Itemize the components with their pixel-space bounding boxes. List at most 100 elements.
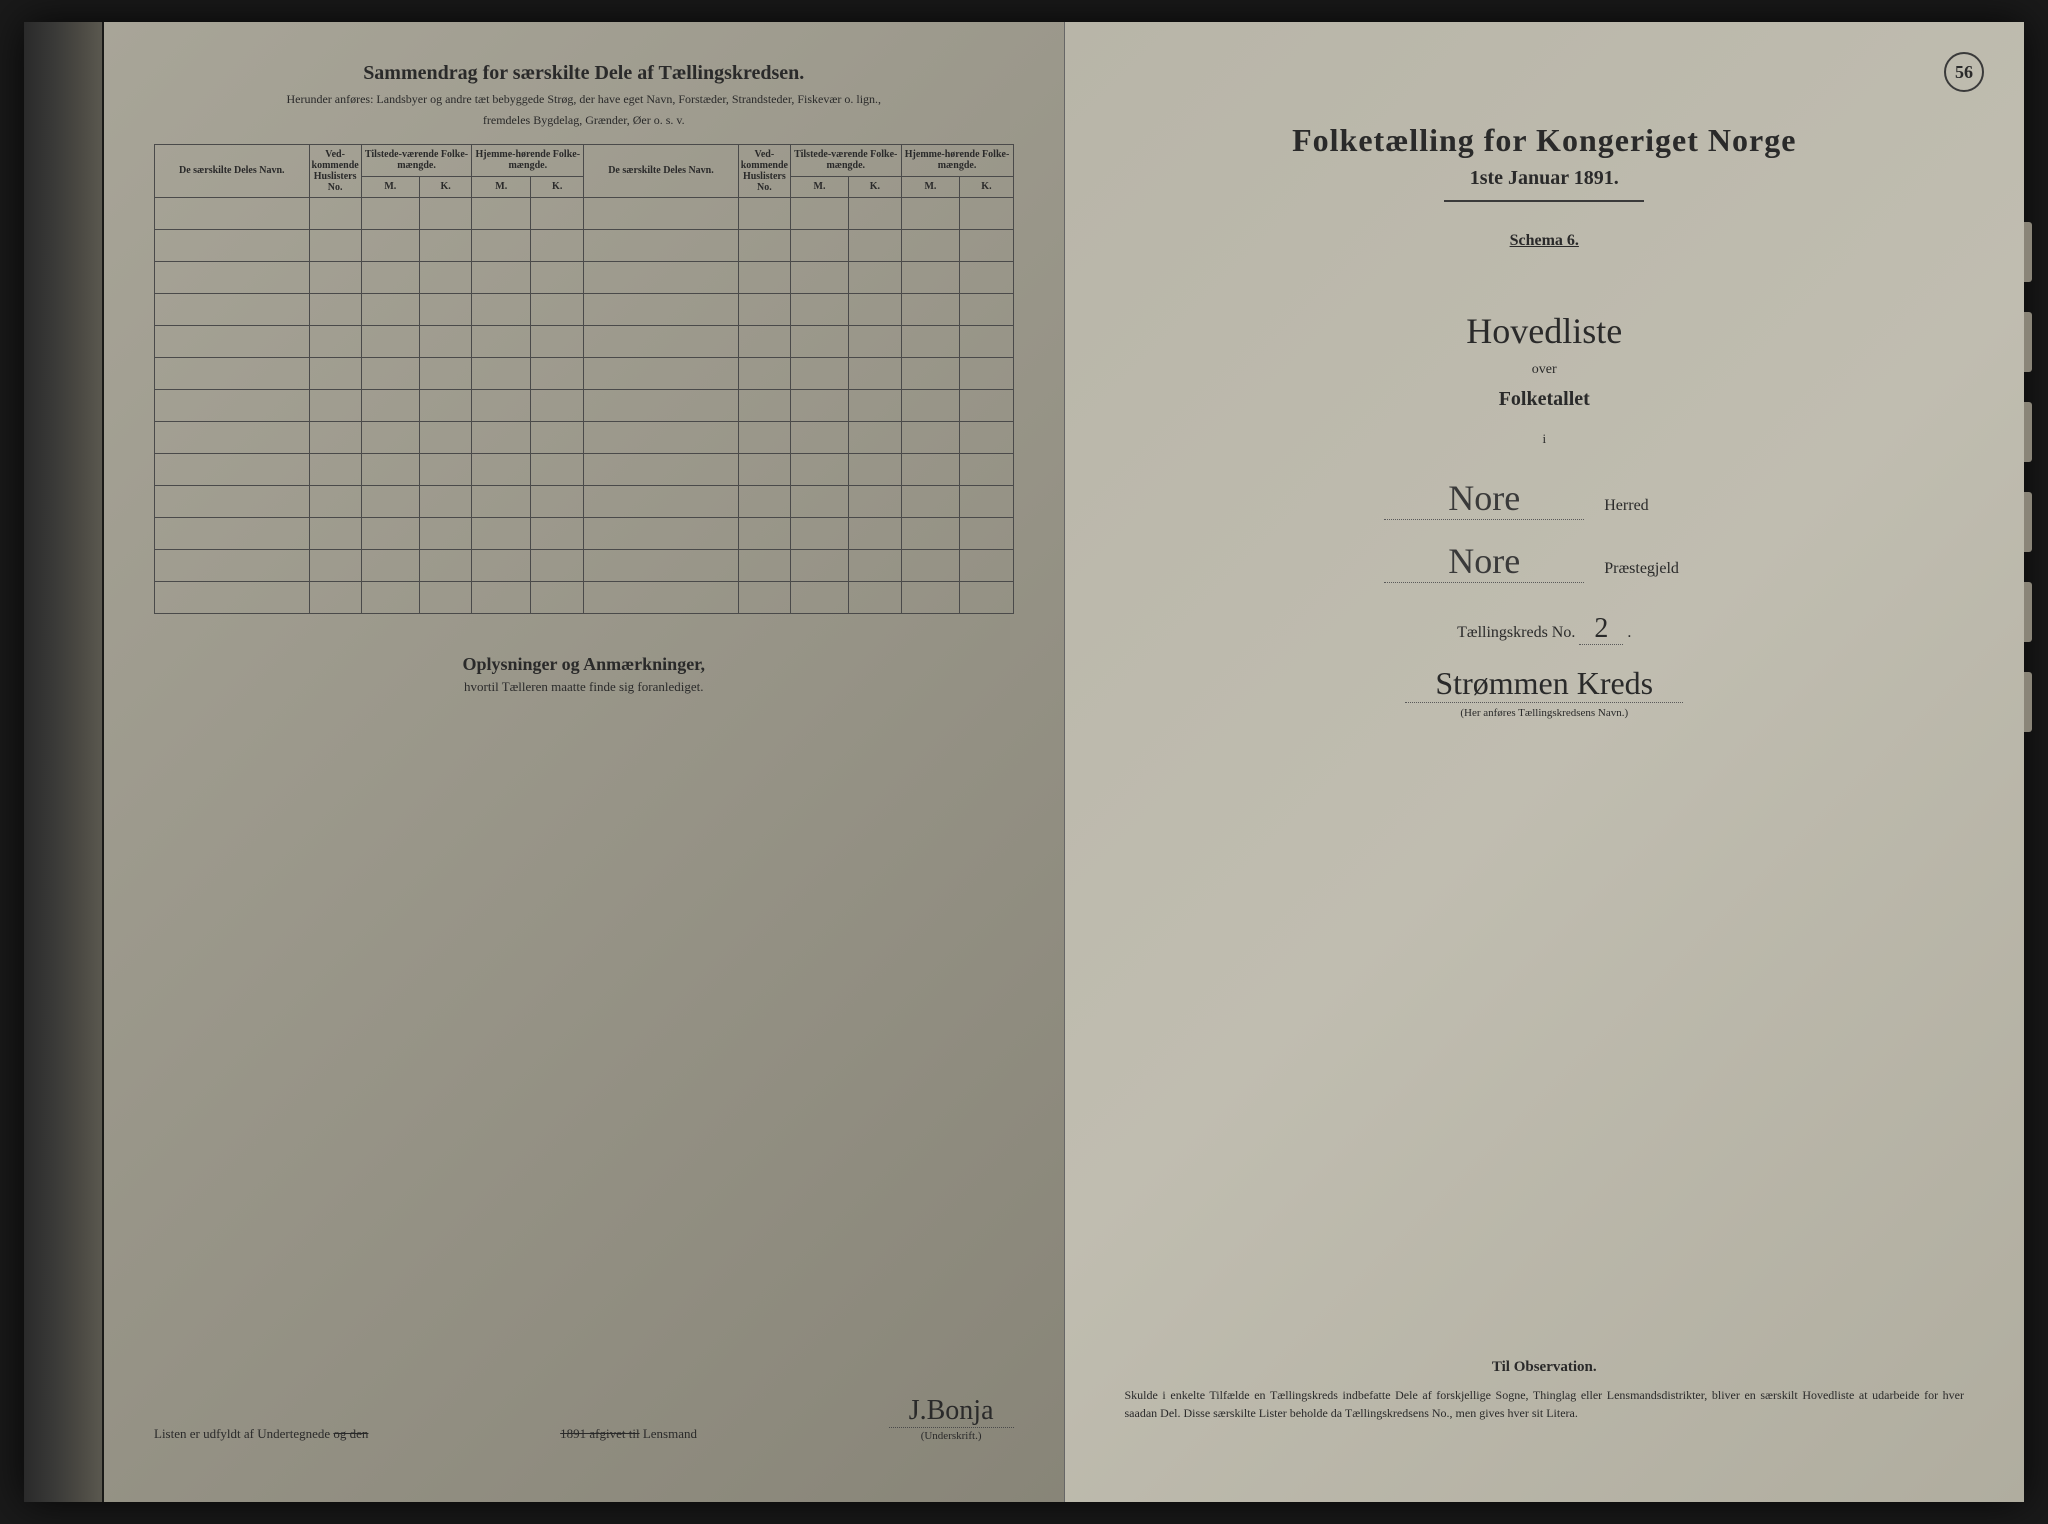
col-navn-1: De særskilte Deles Navn. [155,144,310,197]
table-cell [361,325,419,357]
table-cell [419,325,471,357]
table-cell [155,549,310,581]
col-hjemme-2: Hjemme-hørende Folke-mængde. [901,144,1013,176]
table-cell [790,517,848,549]
table-cell [155,453,310,485]
table-cell [584,421,739,453]
table-cell [901,485,960,517]
table-cell [960,421,1013,453]
herred-value: Nore [1384,477,1584,520]
kreds-name: Strømmen Kreds [1405,665,1683,703]
table-cell [849,549,901,581]
table-cell [472,421,531,453]
table-cell [584,197,739,229]
table-cell [849,421,901,453]
table-cell [790,197,848,229]
obs-title: Til Observation. [1125,1359,1965,1376]
table-row [155,229,1014,261]
table-cell [472,453,531,485]
table-cell [738,229,790,261]
table-cell [309,517,361,549]
col-tilstede-1: Tilstede-værende Folke-mængde. [361,144,472,176]
footer-role: Lensmand [643,1426,697,1441]
table-cell [531,549,584,581]
table-cell [738,421,790,453]
left-header: Sammendrag for særskilte Dele af Tælling… [154,62,1014,129]
table-cell [849,581,901,613]
edge-tab [2024,492,2032,552]
table-cell [309,389,361,421]
mk-k: K. [531,176,584,197]
kreds-label: Tællingskreds No. [1457,624,1575,641]
table-cell [472,325,531,357]
table-cell [419,549,471,581]
divider-1 [1444,200,1644,202]
table-cell [472,581,531,613]
table-row [155,325,1014,357]
table-cell [309,357,361,389]
table-row [155,549,1014,581]
table-row [155,197,1014,229]
table-cell [361,357,419,389]
table-cell [361,229,419,261]
table-cell [584,549,739,581]
table-cell [738,517,790,549]
table-cell [309,325,361,357]
table-cell [472,485,531,517]
table-cell [531,485,584,517]
table-cell [960,229,1013,261]
over-label: over [1115,362,1975,378]
table-cell [531,581,584,613]
notes-title: Oplysninger og Anmærkninger, [154,654,1014,675]
table-cell [790,421,848,453]
col-navn-2: De særskilte Deles Navn. [584,144,739,197]
table-cell [584,485,739,517]
table-cell [361,581,419,613]
table-cell [901,453,960,485]
table-cell [790,581,848,613]
table-cell [960,325,1013,357]
table-cell [309,229,361,261]
table-cell [584,325,739,357]
col-husliste-1: Ved-kommende Huslisters No. [309,144,361,197]
edge-tab [2024,312,2032,372]
table-cell [155,197,310,229]
table-cell [309,549,361,581]
table-cell [790,453,848,485]
table-cell [738,357,790,389]
table-cell [531,229,584,261]
edge-tab [2024,582,2032,642]
table-cell [738,197,790,229]
table-cell [849,197,901,229]
table-cell [155,357,310,389]
observation-section: Til Observation. Skulde i enkelte Tilfæl… [1125,1359,1965,1422]
table-cell [361,389,419,421]
signature-block: J.Bonja (Underskrift.) [889,1395,1014,1442]
table-cell [472,549,531,581]
page-edge-tabs [2024,222,2032,1402]
table-cell [419,389,471,421]
summary-table: De særskilte Deles Navn. Ved-kommende Hu… [154,144,1014,614]
table-cell [531,197,584,229]
table-cell [155,581,310,613]
col-husliste-2: Ved-kommende Huslisters No. [738,144,790,197]
mk-m: M. [790,176,848,197]
praestegjeld-value: Nore [1384,540,1584,583]
table-cell [849,517,901,549]
mk-m: M. [361,176,419,197]
table-cell [309,485,361,517]
table-cell [790,229,848,261]
table-cell [155,325,310,357]
table-cell [419,517,471,549]
table-row [155,389,1014,421]
census-title: Folketælling for Kongeriget Norge [1115,122,1975,159]
mk-k: K. [960,176,1013,197]
table-cell [472,389,531,421]
table-cell [849,261,901,293]
table-row [155,581,1014,613]
table-cell [790,549,848,581]
table-cell [419,197,471,229]
table-cell [738,453,790,485]
notes-sub: hvortil Tælleren maatte finde sig foranl… [154,679,1014,695]
kreds-no: 2 [1579,613,1623,645]
